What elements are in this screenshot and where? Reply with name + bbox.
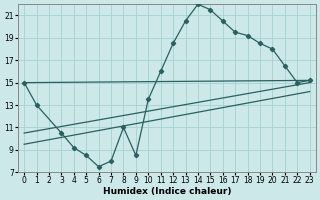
X-axis label: Humidex (Indice chaleur): Humidex (Indice chaleur)	[103, 187, 231, 196]
